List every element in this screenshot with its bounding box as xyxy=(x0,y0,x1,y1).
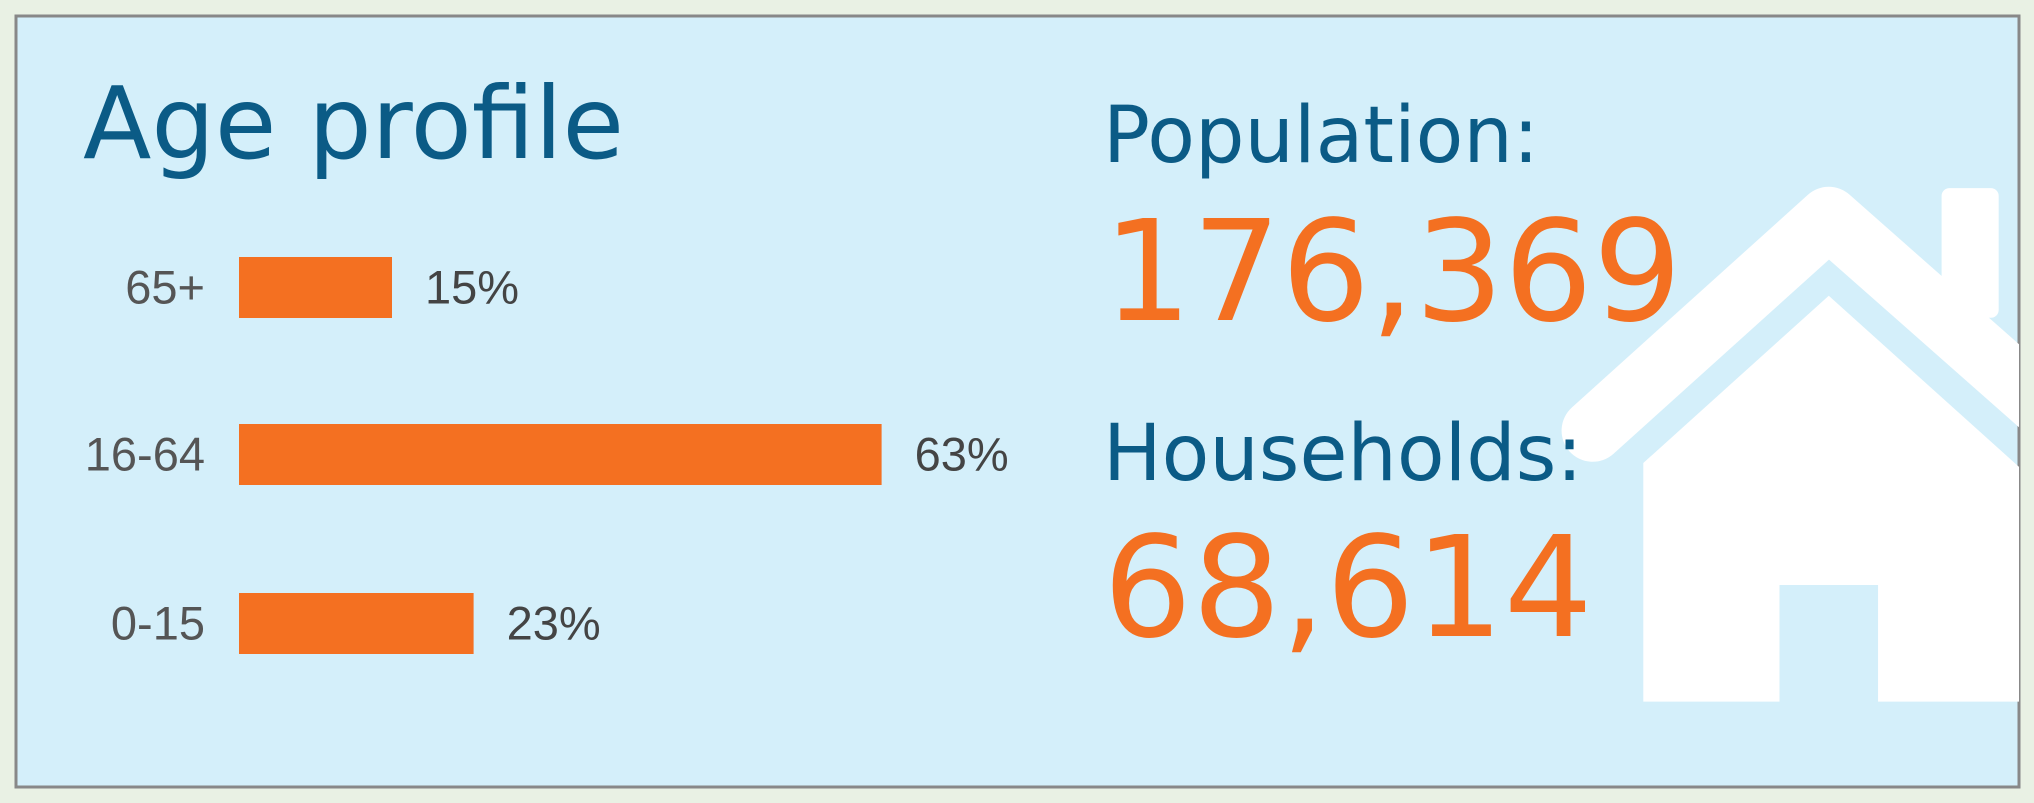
stat-value: 176,369 xyxy=(1103,191,1682,354)
house-icon xyxy=(1561,186,2019,702)
category-label: 16-64 xyxy=(85,428,205,481)
stat-value: 68,614 xyxy=(1103,507,1593,670)
value-label: 15% xyxy=(425,261,519,314)
value-label: 23% xyxy=(507,597,601,650)
stat-label: Households: xyxy=(1103,409,1583,499)
category-label: 0-15 xyxy=(111,597,205,650)
chart-title: Age profile xyxy=(83,65,624,182)
category-label: 65+ xyxy=(125,261,205,314)
stat-label: Population: xyxy=(1103,91,1539,181)
bar xyxy=(239,424,882,485)
bar xyxy=(239,257,392,318)
value-label: 63% xyxy=(915,428,1009,481)
bar xyxy=(239,593,474,654)
